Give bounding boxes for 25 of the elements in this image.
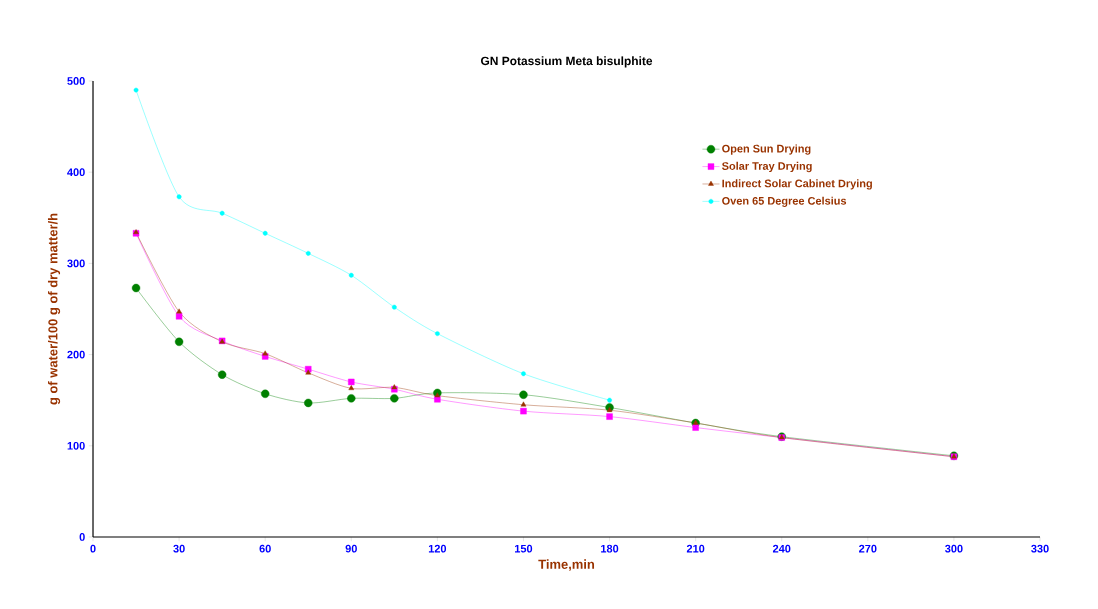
x-tick-label: 30 (173, 544, 185, 553)
x-tick-label: 300 (945, 544, 963, 553)
x-tick-label: 240 (772, 544, 791, 553)
y-tick-label: 0 (79, 533, 85, 541)
x-tick-label: 60 (259, 544, 271, 553)
legend-label: Open Sun Drying (722, 144, 811, 155)
x-tick-label: 150 (515, 544, 533, 553)
x-tick-label: 210 (686, 544, 705, 553)
x-tick-label: 0 (90, 544, 96, 553)
legend-label: Indirect Solar Cabinet Drying (722, 179, 872, 190)
legend-label: Solar Tray Drying (721, 161, 812, 173)
y-tick-label: 300 (67, 259, 85, 268)
x-tick-label: 120 (428, 544, 447, 553)
y-tick-label: 500 (67, 77, 85, 85)
chart-title: GN Potassium Meta bisulphite (480, 56, 653, 68)
x-tick-label: 180 (601, 544, 619, 553)
x-tick-label: 90 (345, 544, 357, 553)
x-axis-title: Time,min (538, 559, 595, 571)
y-tick-label: 400 (67, 168, 85, 177)
x-tick-label: 270 (859, 544, 877, 553)
y-tick-label: 200 (67, 350, 85, 359)
y-axis-title: g of water/100 g of dry matter/h (47, 213, 61, 405)
x-tick-label: 330 (1031, 544, 1049, 553)
legend-label: Oven 65 Degree Celsius (722, 196, 847, 207)
y-tick-label: 100 (67, 441, 85, 450)
